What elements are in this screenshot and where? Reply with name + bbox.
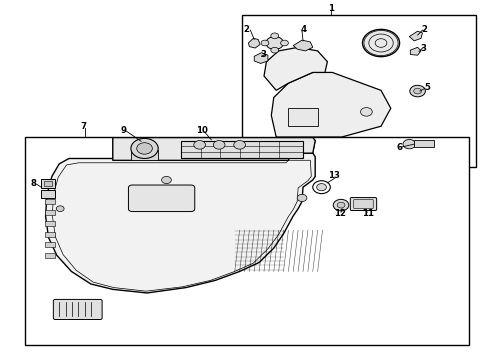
Bar [44, 253, 55, 258]
Text: 9: 9 [121, 126, 126, 135]
Bar [413, 140, 433, 147]
Text: 3: 3 [420, 44, 426, 53]
Bar [41, 190, 55, 198]
Circle shape [409, 85, 425, 97]
Circle shape [131, 138, 158, 158]
Text: 3: 3 [260, 50, 265, 59]
Polygon shape [408, 31, 422, 41]
Bar [288, 108, 317, 126]
Circle shape [362, 30, 399, 57]
Circle shape [316, 184, 326, 191]
FancyBboxPatch shape [353, 199, 372, 209]
Text: 10: 10 [196, 126, 207, 135]
Text: 8: 8 [31, 179, 37, 188]
FancyBboxPatch shape [349, 198, 376, 211]
Text: 13: 13 [327, 171, 340, 180]
Circle shape [265, 37, 283, 49]
Text: 5: 5 [423, 83, 429, 92]
Polygon shape [248, 39, 260, 48]
Circle shape [137, 143, 152, 154]
FancyBboxPatch shape [128, 185, 194, 212]
Polygon shape [254, 53, 267, 63]
Bar [131, 149, 158, 159]
Text: 7: 7 [81, 122, 86, 131]
Circle shape [297, 194, 306, 202]
Bar [44, 231, 55, 237]
Bar [242, 15, 475, 167]
Text: 2: 2 [243, 25, 249, 34]
Text: 2: 2 [420, 24, 426, 33]
Bar [41, 179, 55, 188]
Bar [181, 140, 303, 158]
Text: 11: 11 [362, 209, 374, 218]
Text: 4: 4 [300, 24, 306, 33]
Circle shape [402, 139, 415, 149]
Text: 12: 12 [333, 209, 345, 218]
Bar [44, 199, 55, 204]
Circle shape [332, 199, 348, 211]
Polygon shape [264, 47, 327, 90]
Circle shape [193, 140, 205, 149]
Polygon shape [113, 138, 315, 160]
FancyBboxPatch shape [53, 300, 102, 319]
Circle shape [270, 33, 278, 39]
Bar [43, 181, 52, 186]
Circle shape [336, 202, 344, 208]
Circle shape [360, 108, 371, 116]
Polygon shape [45, 153, 315, 293]
Polygon shape [271, 72, 390, 137]
Circle shape [261, 40, 268, 46]
Bar [44, 210, 55, 215]
Circle shape [233, 140, 245, 149]
Text: 1: 1 [327, 4, 334, 13]
Text: 6: 6 [396, 143, 402, 152]
Circle shape [270, 47, 278, 53]
Bar [25, 137, 468, 345]
Circle shape [213, 140, 224, 149]
Bar [44, 221, 55, 226]
Circle shape [413, 88, 421, 94]
Polygon shape [409, 47, 420, 55]
Circle shape [280, 40, 288, 46]
Bar [44, 242, 55, 247]
Polygon shape [293, 40, 312, 51]
Circle shape [161, 176, 171, 184]
Circle shape [56, 206, 64, 212]
